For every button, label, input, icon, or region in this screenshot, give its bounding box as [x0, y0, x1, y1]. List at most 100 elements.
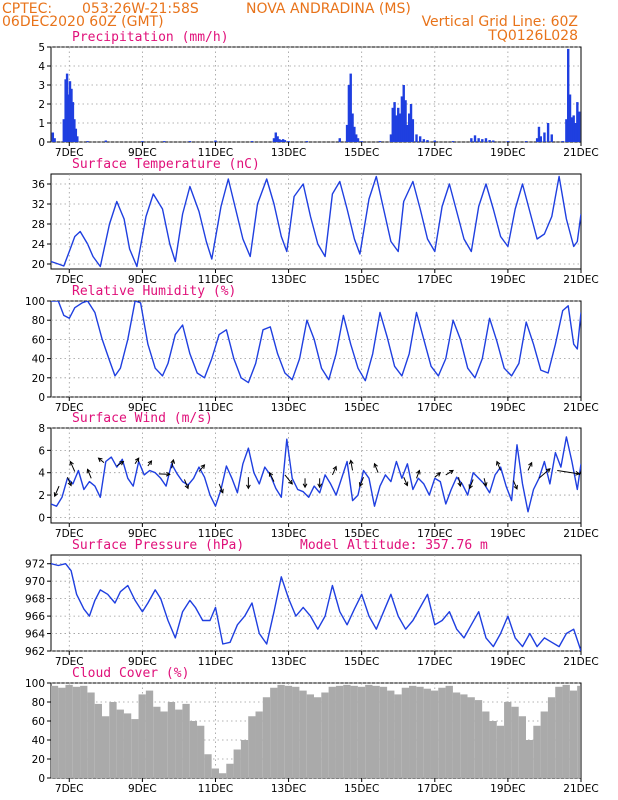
- wind-arrow-head: [403, 481, 409, 487]
- wind-arrow-head: [513, 484, 518, 490]
- wind-arrow-head: [67, 481, 72, 487]
- y-tick-label: 966: [25, 611, 45, 623]
- y-tick-label: 20: [32, 373, 45, 385]
- cloud-bar: [328, 686, 336, 778]
- wind-arrow: [87, 469, 92, 479]
- wind-arrow: [171, 459, 174, 469]
- x-tick-label: 11DEC: [198, 656, 233, 668]
- cloud-bar: [218, 773, 227, 778]
- precip-bar: [570, 117, 574, 142]
- x-tick-label: 9DEC: [128, 783, 157, 795]
- cloud-bar: [394, 694, 402, 778]
- series-line-pressure: [51, 563, 581, 651]
- cloud-bar: [372, 685, 380, 778]
- cloud-bar: [102, 716, 110, 778]
- plot-area-temp: [51, 175, 581, 268]
- x-tick-label: 19DEC: [490, 656, 525, 668]
- x-tick-label: 15DEC: [344, 274, 379, 286]
- precip-bar: [281, 139, 285, 142]
- precip-bar: [355, 134, 358, 142]
- x-tick-label: 21DEC: [563, 274, 598, 286]
- x-tick-label: 17DEC: [417, 783, 452, 795]
- x-tick-label: 7DEC: [55, 528, 84, 540]
- y-tick-label: 36: [32, 179, 46, 191]
- precip-bar: [567, 48, 570, 142]
- wind-arrow: [359, 476, 364, 487]
- cloud-bar: [94, 703, 102, 778]
- x-tick-label: 13DEC: [271, 402, 306, 414]
- wind-arrow-head: [119, 460, 125, 466]
- panel-frame-temp: [50, 173, 582, 270]
- precip-bar: [351, 113, 354, 142]
- x-tick-label: 21DEC: [563, 656, 598, 668]
- y-tick-label: 964: [25, 629, 45, 641]
- x-tick-label: 19DEC: [490, 402, 525, 414]
- y-tick-label: 32: [32, 199, 45, 211]
- cloud-bar: [240, 740, 249, 778]
- precip-bar: [470, 138, 473, 142]
- precip-bar: [86, 141, 89, 142]
- wind-arrow-head: [134, 457, 140, 463]
- precip-bar: [484, 138, 488, 142]
- panel-wind: Surface Wind (m/s) 0 2 4 6 8 7DEC 9DEC 11DEC 13DE…: [38, 411, 598, 540]
- x-tick-label: 17DEC: [417, 147, 452, 159]
- precip-bar: [141, 141, 144, 142]
- y-tick-label: 60: [32, 334, 45, 346]
- wind-arrow: [198, 464, 205, 472]
- x-tick-label: 19DEC: [490, 147, 525, 159]
- cloud-bar: [182, 703, 190, 778]
- cloud-bar: [401, 687, 410, 778]
- cloud-bar: [306, 694, 314, 778]
- precip-bar: [404, 100, 407, 142]
- cloud-bar: [145, 690, 154, 778]
- precip-bar: [73, 119, 76, 142]
- precip-bar: [408, 113, 411, 142]
- cloud-bar: [255, 711, 263, 778]
- panel-precip: Precipitation (mm/h) 0 1 2 3 4 5 7DEC 9DEC 11DEC 1…: [38, 30, 598, 159]
- cloud-bar: [321, 692, 329, 778]
- x-tick-label: 17DEC: [417, 274, 452, 286]
- panel-temp: Surface Temperature (nC) 20 24 28 32 36 7DEC 9D…: [32, 157, 599, 286]
- y-tick-label: 970: [25, 576, 45, 588]
- precip-bar: [409, 104, 413, 142]
- panels: Precipitation (mm/h) 0 1 2 3 4 5 7DEC 9DEC 11DEC 1…: [25, 30, 599, 795]
- precip-bar: [568, 94, 572, 142]
- precip-bar: [411, 119, 415, 142]
- wind-arrow-head: [528, 461, 533, 467]
- x-tick-label: 11DEC: [198, 783, 233, 795]
- wind-arrow-head: [495, 460, 501, 466]
- wind-arrow-head: [545, 468, 551, 473]
- precip-bar: [353, 126, 356, 142]
- precip-bar: [62, 119, 65, 142]
- cloud-bar: [445, 685, 453, 778]
- precip-bar: [492, 140, 495, 142]
- plot-area-pressure: [51, 563, 581, 651]
- wind-arrow-head: [147, 460, 153, 466]
- wind-arrow-head: [97, 457, 103, 463]
- precip-bar: [67, 94, 70, 142]
- wind-arrow: [445, 470, 454, 476]
- wind-arrow: [116, 461, 124, 467]
- cloud-bar: [270, 687, 278, 778]
- cloud-bar: [109, 702, 117, 778]
- header-grid-line-note: Vertical Grid Line: 60Z: [422, 14, 578, 30]
- precip-bar: [250, 141, 254, 142]
- precip-bar: [395, 115, 398, 142]
- precip-bar: [283, 140, 287, 142]
- y-tick-label: 972: [25, 559, 45, 571]
- x-tick-label: 15DEC: [344, 783, 379, 795]
- x-tick-label: 17DEC: [417, 402, 452, 414]
- wind-arrow-head: [302, 483, 308, 489]
- cloud-bar: [343, 684, 351, 778]
- wind-arrow-head: [317, 483, 323, 489]
- precip-bar: [74, 128, 78, 142]
- cloud-bar: [160, 711, 168, 778]
- wind-arrow: [458, 477, 461, 487]
- x-tick-label: 7DEC: [55, 656, 84, 668]
- cloud-bar: [467, 697, 475, 778]
- cloud-bar: [569, 690, 578, 778]
- wind-arrow-head: [69, 460, 74, 466]
- cloud-bar: [430, 690, 439, 778]
- precip-bar: [543, 132, 546, 142]
